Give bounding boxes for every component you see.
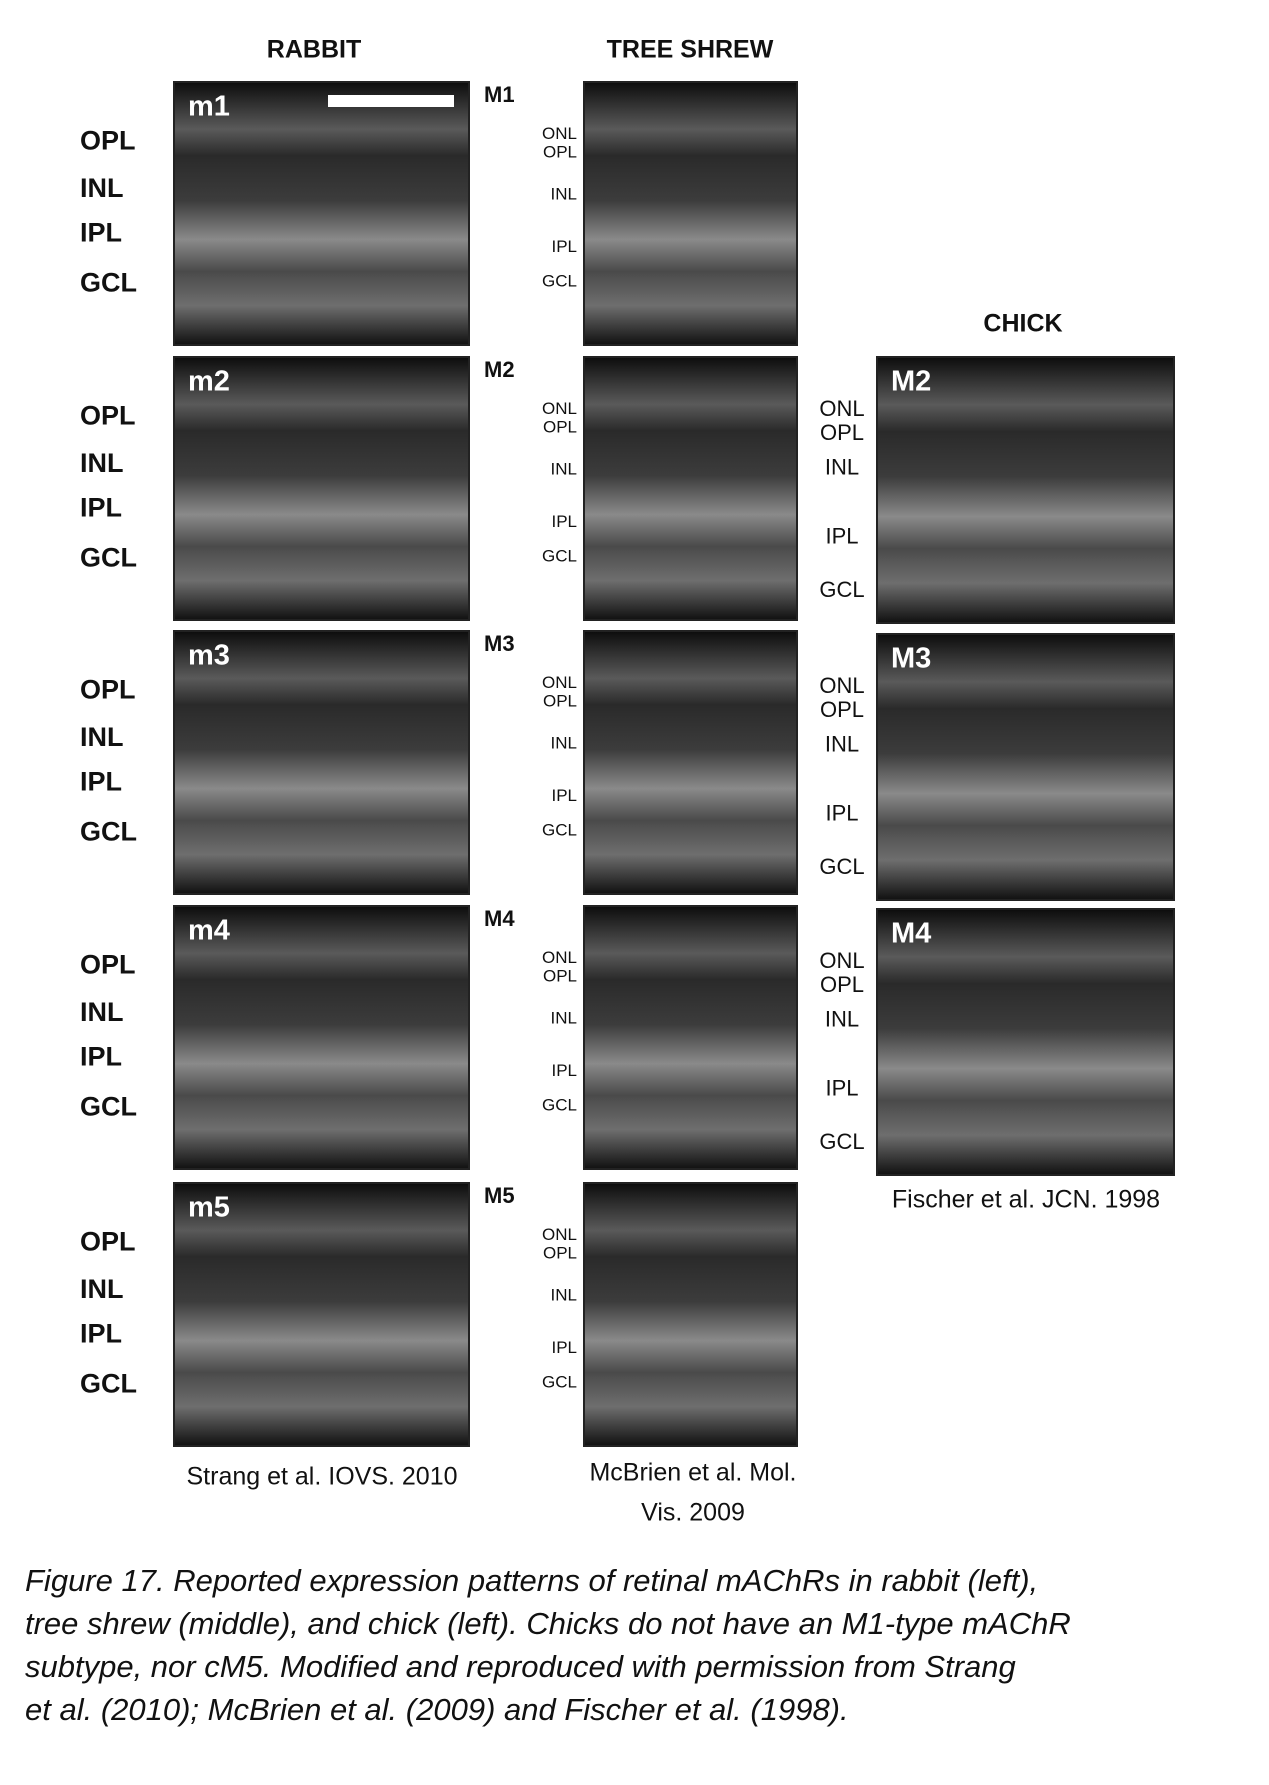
layer-label: INL	[80, 173, 124, 203]
layer-label: OPL	[80, 950, 136, 980]
layer-label: INL	[80, 1274, 124, 1304]
layer-label: GCL	[542, 820, 577, 839]
panel-label: m2	[188, 366, 230, 398]
layer-label: OPL	[543, 691, 577, 710]
layer-label: INL	[825, 732, 859, 757]
layer-label: IPL	[80, 1319, 122, 1349]
layer-label: INL	[551, 460, 577, 479]
layer-label: OPL	[820, 420, 864, 445]
layer-label: IPL	[825, 1076, 858, 1101]
layer-label: INL	[80, 997, 124, 1027]
layer-label: ONL	[542, 124, 577, 143]
micrograph	[173, 905, 470, 1170]
layer-label: IPL	[551, 237, 577, 256]
layer-label: GCL	[819, 577, 864, 602]
layer-label: IPL	[551, 512, 577, 531]
micrograph	[173, 356, 470, 621]
layer-label: INL	[551, 734, 577, 753]
micrograph	[876, 356, 1175, 624]
micrograph	[583, 905, 798, 1170]
micrograph	[173, 1182, 470, 1447]
panel-label: M5	[484, 1183, 515, 1208]
micrograph	[583, 630, 798, 895]
caption-line: et al. (2010); McBrien et al. (2009) and…	[25, 1692, 849, 1727]
layer-label: ONL	[542, 673, 577, 692]
layer-label: IPL	[80, 767, 122, 797]
layer-label: ONL	[819, 673, 864, 698]
panel-label: M3	[484, 631, 515, 656]
layer-label: OPL	[543, 966, 577, 985]
layer-label: GCL	[80, 543, 137, 573]
layer-label: INL	[80, 722, 124, 752]
credit: Strang et al. IOVS. 2010	[187, 1463, 458, 1491]
micrograph	[583, 1182, 798, 1447]
layer-label: INL	[825, 455, 859, 480]
layer-label: IPL	[80, 218, 122, 248]
column-header: TREE SHREW	[607, 36, 774, 64]
layer-label: OPL	[80, 401, 136, 431]
panel-label: M1	[484, 82, 515, 107]
micrograph	[583, 356, 798, 621]
layer-label: OPL	[543, 142, 577, 161]
layer-label: INL	[551, 185, 577, 204]
layer-label: IPL	[825, 524, 858, 549]
credit: McBrien et al. Mol.	[589, 1459, 796, 1487]
layer-label: IPL	[80, 493, 122, 523]
layer-label: INL	[825, 1007, 859, 1032]
layer-label: IPL	[825, 801, 858, 826]
panel-label: M2	[484, 357, 515, 382]
panel-label: M3	[891, 643, 931, 675]
layer-label: INL	[551, 1009, 577, 1028]
layer-label: ONL	[542, 1225, 577, 1244]
layer-label: GCL	[819, 1129, 864, 1154]
caption-line: tree shrew (middle), and chick (left). C…	[25, 1606, 1071, 1641]
column-header: CHICK	[983, 310, 1062, 338]
scale-bar	[328, 95, 454, 107]
panel-label: M4	[891, 918, 931, 950]
layer-label: GCL	[819, 854, 864, 879]
layer-label: OPL	[820, 972, 864, 997]
layer-label: GCL	[542, 1372, 577, 1391]
layer-label: INL	[551, 1286, 577, 1305]
panel-label: m3	[188, 640, 230, 672]
panel-label: M4	[484, 906, 515, 931]
panel-label: m1	[188, 91, 230, 123]
layer-label: GCL	[80, 817, 137, 847]
panel-label: m5	[188, 1192, 230, 1224]
layer-label: INL	[80, 448, 124, 478]
layer-label: ONL	[542, 399, 577, 418]
panel-label: m4	[188, 915, 230, 947]
layer-label: OPL	[543, 417, 577, 436]
layer-label: ONL	[542, 948, 577, 967]
layer-label: GCL	[80, 268, 137, 298]
caption-line: Figure 17. Reported expression patterns …	[25, 1563, 1038, 1598]
layer-label: GCL	[542, 546, 577, 565]
column-header: RABBIT	[267, 36, 361, 64]
layer-label: OPL	[80, 126, 136, 156]
micrograph	[876, 633, 1175, 901]
layer-label: OPL	[80, 675, 136, 705]
layer-label: ONL	[819, 396, 864, 421]
layer-label: OPL	[80, 1227, 136, 1257]
credit: Vis. 2009	[641, 1499, 745, 1527]
layer-label: IPL	[551, 1338, 577, 1357]
panel-label: M2	[891, 366, 931, 398]
layer-label: GCL	[80, 1092, 137, 1122]
layer-label: GCL	[80, 1369, 137, 1399]
micrograph	[876, 908, 1175, 1176]
layer-label: IPL	[551, 1061, 577, 1080]
micrograph	[173, 630, 470, 895]
layer-label: OPL	[543, 1243, 577, 1262]
layer-label: IPL	[80, 1042, 122, 1072]
credit: Fischer et al. JCN. 1998	[892, 1186, 1160, 1214]
layer-label: OPL	[820, 697, 864, 722]
caption-line: subtype, nor cM5. Modified and reproduce…	[25, 1649, 1016, 1684]
micrograph	[583, 81, 798, 346]
layer-label: ONL	[819, 948, 864, 973]
layer-label: GCL	[542, 271, 577, 290]
micrograph	[173, 81, 470, 346]
layer-label: IPL	[551, 786, 577, 805]
layer-label: GCL	[542, 1095, 577, 1114]
